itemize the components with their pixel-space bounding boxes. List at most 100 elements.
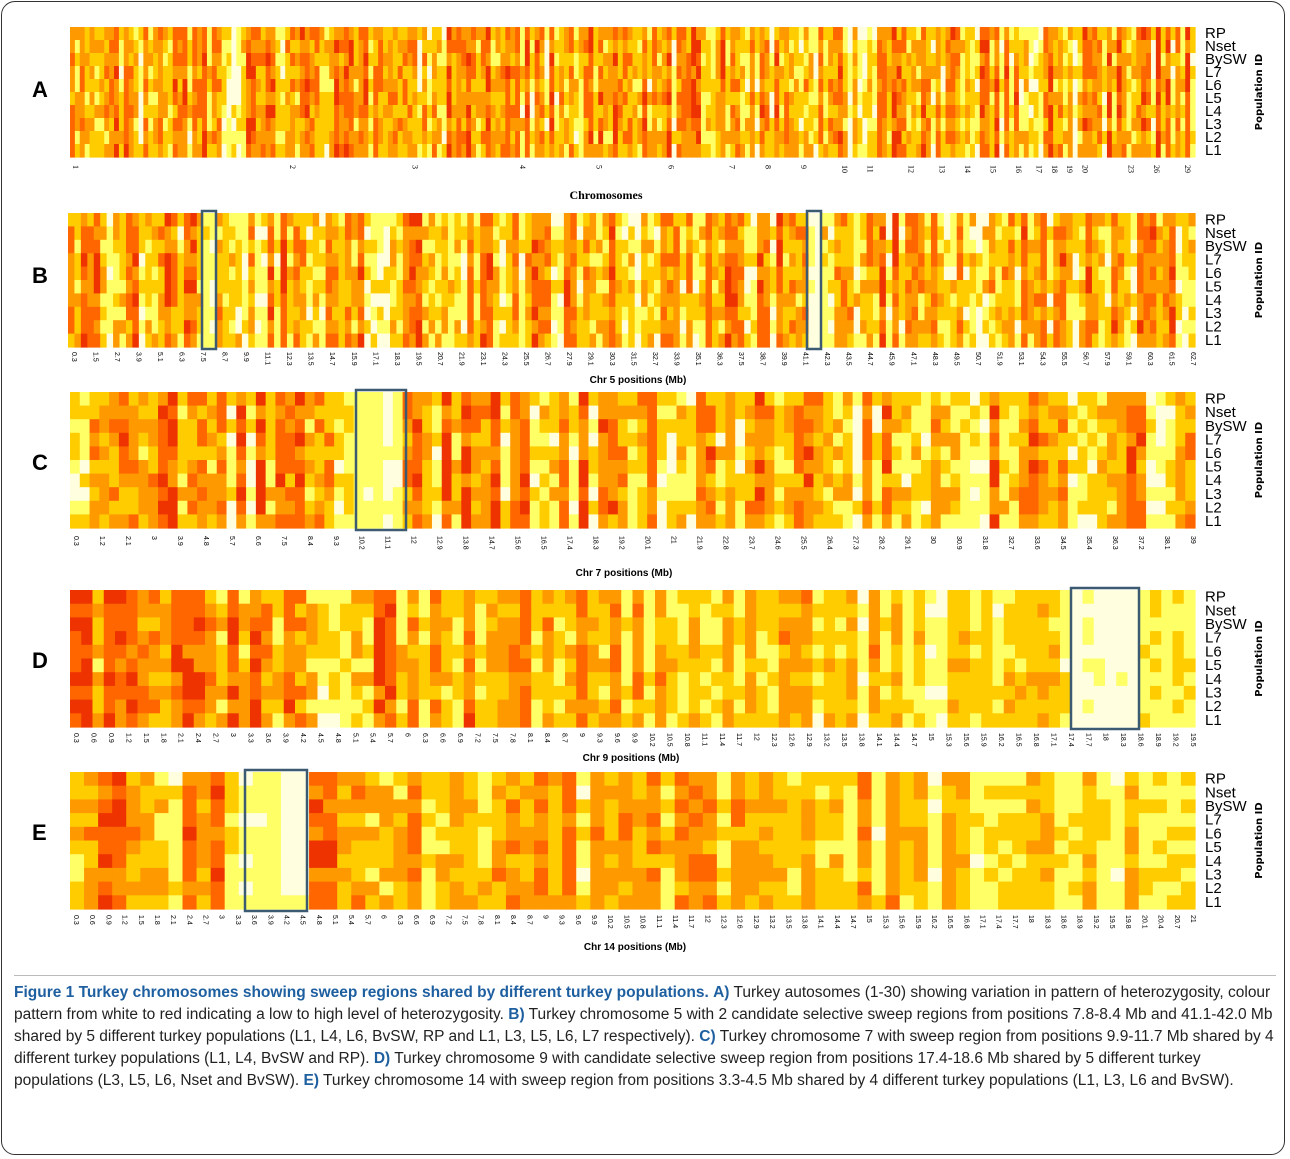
heatmap-cell [1072, 79, 1079, 93]
heatmap-cell [696, 405, 707, 420]
heatmap-cell [881, 53, 888, 67]
heatmap-cell [1092, 105, 1098, 119]
heatmap-cell [260, 27, 267, 41]
heatmap-cell [1121, 118, 1128, 132]
heatmap-cell [935, 118, 942, 132]
heatmap-cell [596, 266, 604, 281]
heatmap-cell [68, 306, 76, 321]
heatmap-cell [557, 293, 565, 308]
heatmap-cell [89, 118, 96, 132]
heatmap-cell [216, 253, 224, 268]
heatmap-cell [598, 53, 604, 67]
heatmap-cell [441, 105, 448, 119]
heatmap-cell [686, 27, 692, 41]
heatmap-cell [551, 333, 559, 348]
heatmap-cell [632, 40, 638, 54]
heatmap-cell [1043, 118, 1049, 132]
heatmap-cell [821, 333, 829, 348]
heatmap-cell [554, 105, 560, 119]
heatmap-cell [190, 333, 198, 348]
heatmap-cell [270, 92, 277, 106]
heatmap-cell [529, 118, 536, 132]
heatmap-cell [209, 293, 217, 308]
heatmap-cell [969, 333, 977, 348]
heatmap-cell [265, 487, 277, 502]
heatmap-cell [290, 66, 296, 80]
heatmap-cell [686, 92, 692, 106]
heatmap-cell [106, 306, 114, 321]
heatmap-cell [608, 333, 616, 348]
heatmap-cell [896, 144, 903, 158]
heatmap-cell [392, 405, 404, 420]
heatmap-cell [784, 487, 795, 502]
heatmap-cell [167, 460, 179, 475]
heatmap-cell [557, 280, 565, 294]
heatmap-cell [885, 293, 893, 308]
heatmap-cell [754, 40, 761, 54]
heatmap-cell [344, 253, 352, 268]
heatmap-cell [275, 419, 286, 434]
heatmap-cell [750, 293, 758, 308]
heatmap-cell [1085, 333, 1093, 348]
heatmap-cell [833, 446, 844, 461]
heatmap-cell [417, 66, 423, 80]
heatmap-cell [892, 226, 900, 241]
heatmap-cell [231, 27, 237, 41]
heatmap-cell [892, 266, 900, 281]
heatmap-cell [984, 40, 991, 54]
heatmap-cell [332, 293, 340, 308]
heatmap-cell [1117, 293, 1125, 308]
heatmap-cell [808, 280, 816, 294]
heatmap-cell [818, 92, 824, 106]
heatmap-cell [988, 320, 996, 335]
x-tick-label: 6 [666, 165, 675, 169]
heatmap-cell [265, 79, 272, 93]
heatmap-cell [872, 66, 878, 80]
heatmap-cell [557, 333, 565, 348]
heatmap-cell [1175, 333, 1183, 348]
heatmap-cell [306, 333, 314, 348]
heatmap-cell [559, 432, 570, 447]
heatmap-cell [123, 118, 130, 132]
heatmap-cell [995, 226, 1003, 241]
heatmap-cell [329, 131, 335, 145]
heatmap-cell [158, 66, 164, 80]
heatmap-cell [960, 118, 966, 132]
heatmap-cell [588, 405, 599, 420]
heatmap-cell [285, 27, 291, 41]
heatmap-cell [1053, 66, 1059, 80]
heatmap-cell [593, 66, 599, 80]
heatmap-cell [598, 27, 604, 41]
heatmap-cell [554, 27, 560, 41]
heatmap-cell [1126, 144, 1133, 158]
heatmap-cell [270, 27, 277, 41]
heatmap-cell [671, 144, 678, 158]
heatmap-cell [93, 333, 101, 348]
heatmap-cell [656, 405, 668, 420]
heatmap-cell [451, 27, 458, 41]
heatmap-cell [231, 40, 237, 54]
heatmap-cell [79, 105, 86, 119]
heatmap-cell [304, 514, 316, 529]
heatmap-cell [945, 118, 952, 132]
heatmap-cell [1066, 293, 1074, 308]
heatmap-cell [383, 432, 394, 447]
heatmap-cell [898, 280, 906, 294]
heatmap-cell [145, 306, 153, 321]
heatmap-cell [1169, 253, 1177, 268]
heatmap-cell [306, 213, 314, 227]
heatmap-cell [319, 105, 325, 119]
heatmap-cell [431, 66, 438, 80]
x-tick-label: 8.7 [221, 352, 228, 362]
heatmap-cell [813, 118, 819, 132]
heatmap-cell [248, 320, 256, 335]
heatmap-cell [493, 253, 501, 268]
heatmap-cell [1104, 320, 1112, 335]
heatmap-cell [353, 473, 365, 488]
heatmap-cell [681, 53, 687, 67]
heatmap-cell [486, 266, 494, 281]
heatmap-cell [505, 239, 513, 254]
heatmap-cell [68, 266, 76, 281]
heatmap-cell [177, 320, 185, 335]
heatmap-cell [710, 144, 717, 158]
